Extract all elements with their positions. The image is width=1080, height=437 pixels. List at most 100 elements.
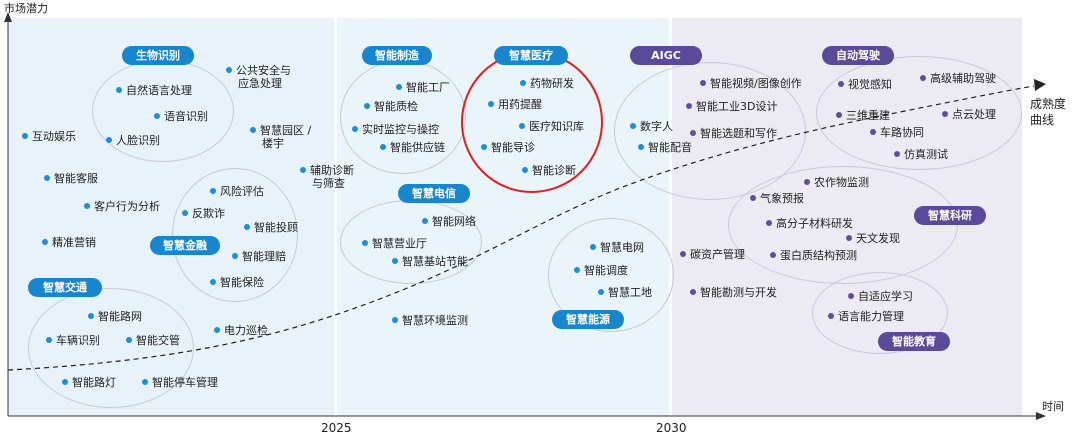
item-dot: [182, 210, 188, 216]
item-smart-dispatch: 智能调度: [574, 264, 628, 277]
x-axis-arrow: [1036, 412, 1046, 420]
item-dot: [686, 103, 692, 109]
item-dot: [488, 101, 494, 107]
item-dot: [396, 84, 402, 90]
item-dot: [520, 80, 526, 86]
item-dot: [352, 126, 358, 132]
item-dot: [838, 81, 844, 87]
item-smart-quality-inspection: 智能质检: [364, 100, 418, 113]
item-smart-supply-chain: 智能供应链: [380, 141, 445, 154]
item-polymer-materials: 高分子材料研发: [766, 217, 853, 230]
item-visual-perception: 视觉感知: [838, 78, 892, 91]
y-axis-arrow: [4, 12, 12, 22]
item-survey-development: 智能勘测与开发: [690, 286, 777, 299]
maturity-label-line1: 成熟度: [1030, 97, 1067, 111]
item-point-cloud: 点云处理: [942, 108, 996, 121]
item-smart-triage: 智能导诊: [481, 141, 535, 154]
item-v2x: 车路协同: [870, 126, 924, 139]
item-dot: [750, 195, 756, 201]
item-smart-grid: 智慧电网: [590, 241, 644, 254]
item-smart-network: 智能网络: [422, 215, 476, 228]
item-speech-recognition: 语音识别: [154, 110, 208, 123]
group-bio: 生物识别: [122, 46, 194, 65]
item-dot: [422, 218, 428, 224]
item-carbon-asset-management: 碳资产管理: [680, 248, 745, 261]
item-dot: [519, 123, 525, 129]
cluster-ellipse-aigc: [614, 62, 806, 200]
item-dot: [142, 379, 148, 385]
cluster-ellipse-transport: [28, 288, 194, 408]
item-face-recognition: 人脸识别: [106, 134, 160, 147]
item-power-inspection: 电力巡检: [214, 324, 268, 337]
item-smart-streetlight: 智能路灯: [62, 376, 116, 389]
item-dot: [690, 130, 696, 136]
item-anti-fraud: 反欺诈: [182, 207, 225, 220]
item-aided-diagnosis: 辅助诊断 与筛查: [300, 164, 354, 190]
cluster-ellipse-driving: [816, 56, 1022, 170]
item-smart-diagnosis: 智能诊断: [522, 164, 576, 177]
item-video-image-creation: 智能视频/图像创作: [700, 77, 802, 90]
y-axis-label: 市场潜力: [4, 2, 48, 15]
item-dot: [392, 317, 398, 323]
item-crop-monitoring: 农作物监测: [804, 176, 869, 189]
item-astronomical-discovery: 天文发现: [846, 232, 900, 245]
maturity-label-line2: 曲线: [1030, 113, 1055, 127]
item-smart-parking: 智能停车管理: [142, 376, 218, 389]
item-dot: [84, 203, 90, 209]
item-medical-knowledge-base: 医疗知识库: [519, 120, 584, 133]
group-energy: 智慧能源: [552, 310, 624, 329]
group-transport: 智慧交通: [28, 278, 102, 297]
item-smart-traffic-control: 智能交管: [126, 334, 180, 347]
item-dot: [846, 235, 852, 241]
item-dot: [88, 313, 94, 319]
item-dot: [380, 144, 386, 150]
year-2030-label: 2030: [656, 421, 687, 435]
group-science: 智慧科研: [914, 206, 986, 225]
item-dot: [214, 327, 220, 333]
item-smart-construction-site: 智慧工地: [598, 286, 652, 299]
item-dot: [574, 267, 580, 273]
item-medication-reminder: 用药提醒: [488, 98, 542, 111]
item-3d-reconstruction: 三维重建: [836, 109, 890, 122]
item-dot: [22, 133, 28, 139]
item-dot: [598, 289, 604, 295]
item-dot: [364, 103, 370, 109]
group-manufacturing: 智能制造: [362, 46, 432, 65]
item-dot: [690, 289, 696, 295]
item-precision-marketing: 精准营销: [42, 236, 96, 249]
item-environment-monitoring: 智慧环境监测: [392, 314, 468, 327]
item-dot: [848, 293, 854, 299]
item-dot: [42, 239, 48, 245]
group-education: 智能教育: [878, 332, 950, 351]
item-dot: [804, 179, 810, 185]
item-risk-assessment: 风险评估: [210, 185, 264, 198]
item-customer-behavior: 客户行为分析: [84, 200, 160, 213]
item-vehicle-recognition: 车辆识别: [46, 334, 100, 347]
item-dot: [894, 151, 900, 157]
maturity-curve-label: 成熟度 曲线: [1030, 96, 1066, 128]
item-public-safety: 公共安全与 应急处理: [226, 64, 291, 90]
item-dot: [770, 252, 776, 258]
item-dot: [226, 67, 232, 73]
item-dot: [942, 111, 948, 117]
item-nlp: 自然语言处理: [116, 84, 192, 97]
item-dot: [126, 337, 132, 343]
group-driving: 自动驾驶: [822, 46, 894, 65]
item-digital-human: 数字人: [630, 120, 673, 133]
item-dot: [250, 127, 256, 133]
item-topic-writing: 智能选题和写作: [690, 127, 777, 140]
cluster-ellipse-energy: [548, 218, 674, 332]
group-telecom: 智慧电信: [398, 184, 470, 203]
item-protein-structure: 蛋白质结构预测: [770, 249, 857, 262]
item-adaptive-learning: 自适应学习: [848, 290, 913, 303]
item-dot: [210, 188, 216, 194]
item-dot: [232, 253, 238, 259]
item-robo-advisor: 智能投顾: [244, 221, 298, 234]
item-dot: [920, 75, 926, 81]
item-dot: [700, 80, 706, 86]
x-axis-label: 时间: [1042, 400, 1064, 413]
maturity-curve: [7, 85, 1035, 371]
cluster-ellipse-education: [812, 272, 948, 354]
item-dot: [870, 129, 876, 135]
